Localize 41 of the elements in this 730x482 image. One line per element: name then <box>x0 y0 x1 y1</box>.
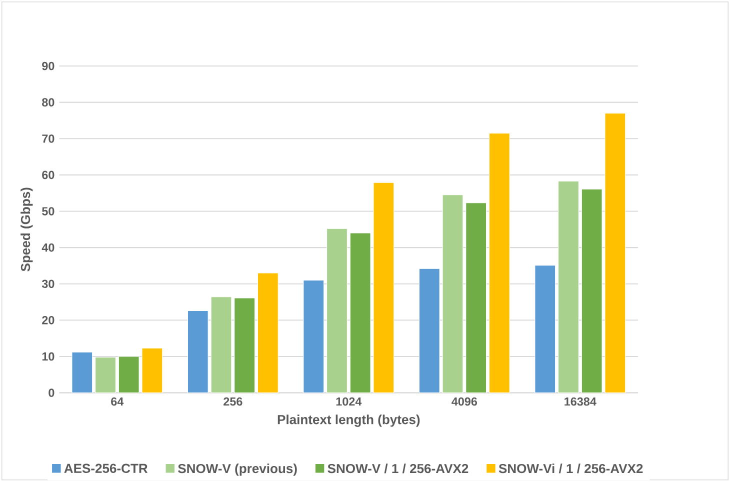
bar <box>142 348 163 394</box>
bar <box>418 268 440 394</box>
bar <box>350 232 371 394</box>
bar <box>373 182 394 394</box>
y-tick-label: 70 <box>42 134 54 143</box>
x-axis-title: Plaintext length (bytes) <box>278 414 420 427</box>
bar <box>558 180 579 394</box>
bar <box>303 280 324 394</box>
bar <box>118 356 140 394</box>
bar <box>95 357 116 394</box>
bar <box>581 188 602 394</box>
bar <box>234 298 256 394</box>
bar <box>257 272 278 394</box>
y-tick-label: 80 <box>42 98 54 107</box>
bar <box>442 194 464 394</box>
x-tick-label: 64 <box>111 398 124 406</box>
bar <box>187 310 208 394</box>
bar <box>466 202 487 394</box>
legend-label: AES-256-CTR <box>64 464 148 474</box>
bar <box>326 228 348 394</box>
legend-label: SNOW-V / 1 / 256-AVX2 <box>328 464 468 474</box>
bar <box>534 265 556 394</box>
y-tick-label: 40 <box>42 244 54 252</box>
y-tick-label: 0 <box>48 388 54 398</box>
bar <box>72 352 93 394</box>
x-tick-label: 4096 <box>452 398 478 406</box>
x-tick-label: 256 <box>224 398 242 406</box>
y-tick-label: 90 <box>42 62 54 70</box>
bar <box>210 296 232 394</box>
bar <box>604 113 626 394</box>
x-tick-label: 16384 <box>564 398 596 406</box>
legend-label: SNOW-Vi / 1 / 256-AVX2 <box>498 464 643 474</box>
y-tick-label: 30 <box>42 280 54 288</box>
y-tick-label: 10 <box>42 352 54 361</box>
y-axis-title: Speed (Gbps) <box>20 188 33 272</box>
bar <box>488 133 510 394</box>
y-tick-label: 60 <box>42 170 54 180</box>
y-tick-label: 20 <box>42 316 54 324</box>
legend-label: SNOW-V (previous) <box>178 464 297 476</box>
x-tick-label: 1024 <box>336 398 362 406</box>
y-tick-label: 50 <box>42 207 54 216</box>
